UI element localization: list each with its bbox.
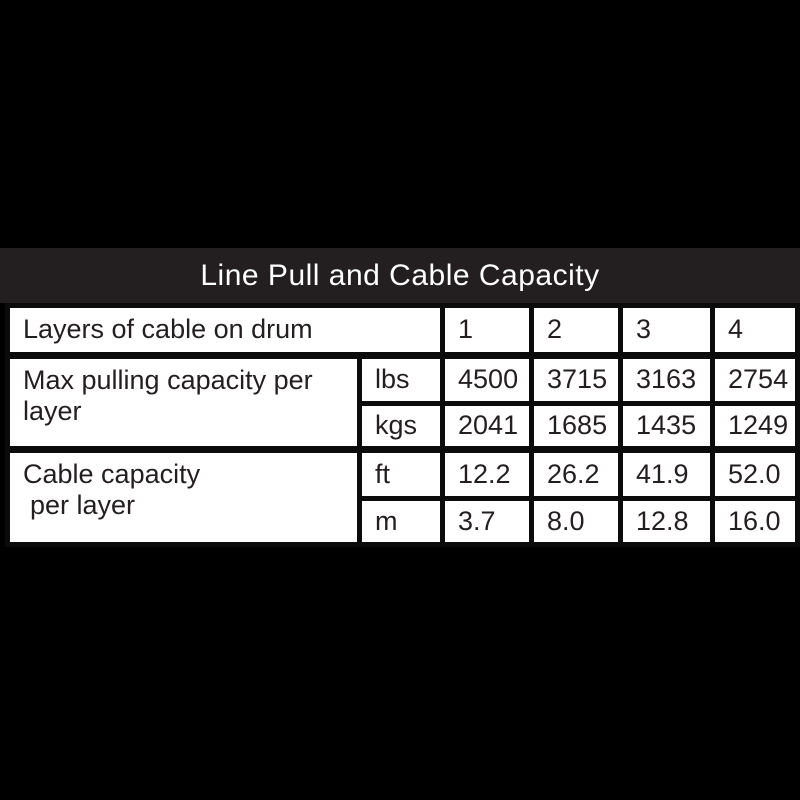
label-line: per layer xyxy=(30,490,136,520)
layer-number-cell: 3 xyxy=(618,303,716,358)
value-cell: 3163 xyxy=(618,352,716,406)
value-cell: 41.9 xyxy=(618,446,716,501)
top-black-margin xyxy=(0,0,800,248)
value-cell: 2041 xyxy=(440,401,535,452)
value-cell: 16.0 xyxy=(710,496,800,547)
table-row-lbs: Max pulling capacity per layer lbs 4500 … xyxy=(5,352,800,452)
unit-cell: kgs xyxy=(356,401,446,452)
table-title-band: Line Pull and Cable Capacity xyxy=(0,248,800,303)
cable-capacity-label: Cable capacity per layer xyxy=(5,446,362,547)
value-cell: 1435 xyxy=(618,401,716,452)
unit-cell: m xyxy=(356,496,446,547)
value-cell: 1685 xyxy=(529,401,624,452)
layer-number-cell: 1 xyxy=(440,303,535,358)
table-title: Line Pull and Cable Capacity xyxy=(200,258,600,292)
value-cell: 1249 xyxy=(710,401,800,452)
value-cell: 12.8 xyxy=(618,496,716,547)
value-cell: 4500 xyxy=(440,352,535,406)
layer-number-cell: 2 xyxy=(529,303,624,358)
table-row-m: m 3.7 8.0 12.8 16.0 xyxy=(8,496,800,547)
value-cell: 3715 xyxy=(529,352,624,406)
table-row-ft: Cable capacity per layer ft 12.2 26.2 41… xyxy=(5,446,800,547)
label-line: Max pulling capacity per xyxy=(23,365,313,395)
unit-cell: ft xyxy=(356,446,446,501)
label-line: layer xyxy=(23,396,82,426)
label-line: Cable capacity xyxy=(23,459,201,489)
table-row-kgs: kgs 2041 1685 1435 1249 xyxy=(8,401,800,452)
unit-cell: lbs xyxy=(356,352,446,406)
layers-row-label: Layers of cable on drum xyxy=(4,303,446,358)
max-pulling-capacity-label: Max pulling capacity per layer xyxy=(5,352,362,452)
value-cell: 8.0 xyxy=(529,496,624,547)
value-cell: 52.0 xyxy=(710,446,800,501)
line-pull-cable-capacity-table: Layers of cable on drum 1 2 3 4 Max pull… xyxy=(4,303,800,547)
value-cell: 26.2 xyxy=(529,446,624,501)
table-row-layers: Layers of cable on drum 1 2 3 4 xyxy=(4,303,800,358)
value-cell: 3.7 xyxy=(440,496,535,547)
value-cell: 12.2 xyxy=(440,446,535,501)
value-cell: 2754 xyxy=(710,352,800,406)
layer-number-cell: 4 xyxy=(710,303,800,358)
